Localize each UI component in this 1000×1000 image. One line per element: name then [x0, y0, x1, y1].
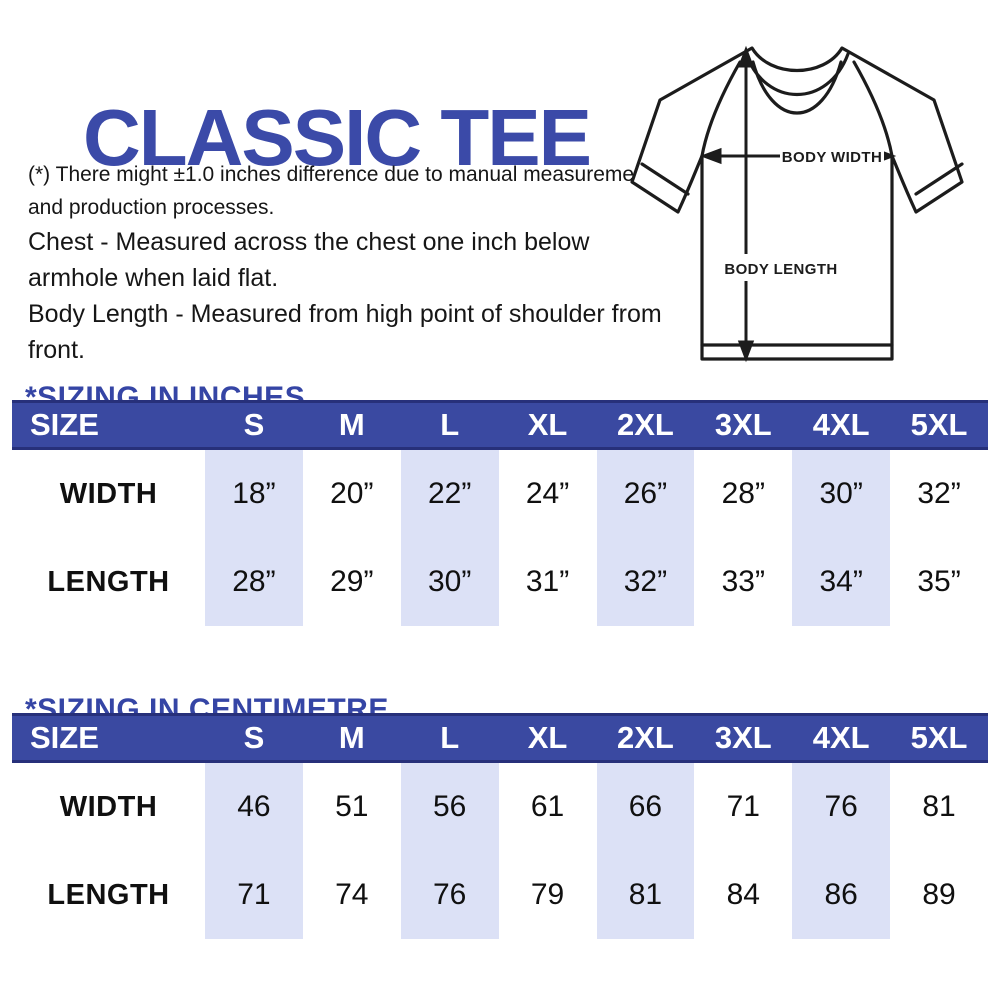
size-column-header: SIZE — [30, 407, 99, 442]
table-cell: 26” — [596, 450, 695, 538]
size-header-3xl: 3XL — [714, 407, 772, 442]
table-row: WIDTH 18” 20” 22” 24” 26” 28” 30” 32” — [12, 450, 988, 538]
table-cell: 66 — [596, 763, 695, 851]
table-cell: 30” — [792, 450, 891, 538]
sizing-inches-table: SIZE S M L XL 2XL 3XL 4XL 5XL WIDTH 18” 20” 22” 24” 2… — [12, 400, 988, 626]
table-body: WIDTH 46 51 56 61 66 71 76 81 LENGTH 71 74 76 79 81 84 8… — [12, 763, 988, 939]
size-header-5xl: 5XL — [910, 720, 968, 755]
size-header-xl: XL — [527, 720, 568, 755]
page-title: CLASSIC TEE — [83, 92, 592, 182]
table-cell: 86 — [792, 851, 891, 939]
table-body: WIDTH 18” 20” 22” 24” 26” 28” 30” 32” LENGTH 28” 29… — [12, 450, 988, 626]
table-cell: 46 — [205, 763, 303, 851]
table-cell: 28” — [205, 538, 303, 626]
tshirt-measurement-diagram: BODY WIDTH BODY LENGTH — [612, 10, 992, 378]
row-label: LENGTH — [47, 565, 170, 598]
table-cell: 22” — [400, 450, 499, 538]
table-cell: 30” — [400, 538, 499, 626]
table-cell: 71 — [726, 790, 760, 823]
table-row: WIDTH 46 51 56 61 66 71 76 81 — [12, 763, 988, 851]
table-cell: 29” — [330, 565, 374, 598]
table-header-row: SIZE S M L XL 2XL 3XL 4XL 5XL — [12, 400, 988, 450]
size-header-xl: XL — [527, 407, 568, 442]
table-row: LENGTH 71 74 76 79 81 84 86 89 — [12, 851, 988, 939]
table-cell: 28” — [721, 477, 765, 510]
table-row: LENGTH 28” 29” 30” 31” 32” 33” 34” 35” — [12, 538, 988, 626]
table-cell: 76 — [400, 851, 499, 939]
size-header-l: L — [440, 720, 460, 755]
size-header-2xl: 2XL — [617, 407, 674, 442]
row-label: LENGTH — [47, 878, 170, 911]
table-cell: 84 — [726, 878, 760, 911]
table-cell: 81 — [922, 790, 956, 823]
tshirt-illustration: BODY WIDTH BODY LENGTH — [630, 45, 964, 363]
table-cell: 32” — [596, 538, 695, 626]
row-label: WIDTH — [59, 477, 158, 510]
body-length-measure-note: Body Length - Measured from high point o… — [28, 300, 662, 364]
size-column-header: SIZE — [30, 720, 99, 755]
table-cell: 35” — [917, 565, 961, 598]
table-cell: 81 — [596, 851, 695, 939]
tshirt-outline — [630, 46, 964, 361]
size-header-5xl: 5XL — [910, 407, 968, 442]
size-header-l: L — [440, 407, 460, 442]
size-header-m: M — [338, 407, 365, 442]
table-cell: 79 — [530, 878, 565, 911]
size-header-2xl: 2XL — [617, 720, 674, 755]
row-label: WIDTH — [59, 790, 158, 823]
size-header-m: M — [338, 720, 365, 755]
size-header-4xl: 4XL — [812, 407, 870, 442]
table-cell: 56 — [400, 763, 499, 851]
table-header-row: SIZE S M L XL 2XL 3XL 4XL 5XL — [12, 713, 988, 763]
size-header-4xl: 4XL — [812, 720, 870, 755]
table-cell: 51 — [335, 790, 369, 823]
table-cell: 18” — [205, 450, 303, 538]
body-length-arrow — [737, 45, 755, 363]
table-cell: 24” — [525, 477, 570, 510]
body-length-label: BODY LENGTH — [724, 261, 837, 278]
body-width-label: BODY WIDTH — [782, 149, 882, 166]
size-header-3xl: 3XL — [714, 720, 772, 755]
table-cell: 74 — [335, 878, 369, 911]
table-cell: 89 — [922, 878, 956, 911]
table-cell: 61 — [530, 790, 565, 823]
measurement-disclaimer: (*) There might ±1.0 inches difference d… — [28, 163, 652, 219]
table-cell: 31” — [525, 565, 570, 598]
sizing-centimetre-table: SIZE S M L XL 2XL 3XL 4XL 5XL WIDTH 46 51 56 61 66 71 7… — [12, 713, 988, 939]
table-cell: 33” — [721, 565, 765, 598]
table-cell: 20” — [330, 477, 374, 510]
table-cell: 71 — [205, 851, 303, 939]
table-cell: 76 — [792, 763, 891, 851]
size-header-s: S — [243, 720, 265, 755]
table-cell: 34” — [792, 538, 891, 626]
chest-measure-note: Chest - Measured across the chest one in… — [28, 228, 590, 292]
size-header-s: S — [243, 407, 265, 442]
table-cell: 32” — [917, 477, 961, 510]
